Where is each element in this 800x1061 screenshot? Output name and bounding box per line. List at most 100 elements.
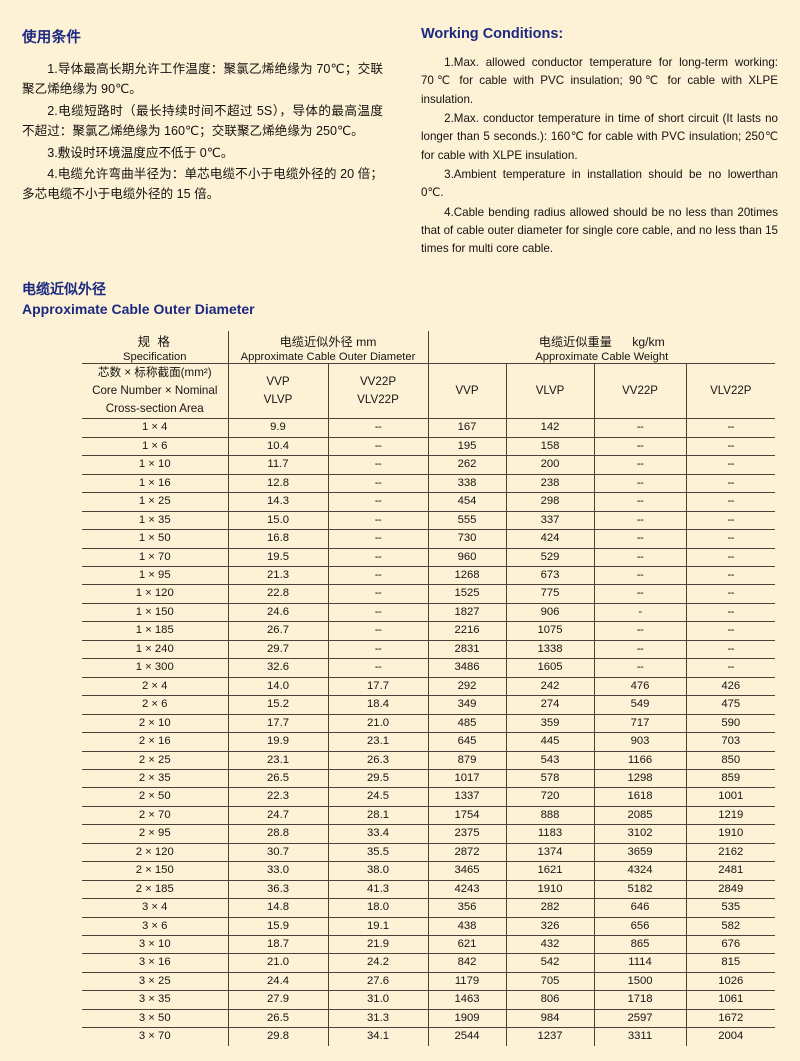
table-cell-value: 1183	[506, 824, 595, 844]
table-cell-value: 24.5	[328, 787, 429, 807]
sub-header-diameter-vv22p-line1: VV22P	[359, 375, 397, 389]
table-cell-specification: 1 × 35	[82, 511, 229, 531]
table-cell-value: 31.0	[328, 990, 429, 1010]
table-cell-value: 1075	[506, 621, 595, 641]
table-row: 1 × 150 24.6 -- 1827 906- --	[82, 603, 776, 623]
condition-item-en-4: 4.Cable bending radius allowed should be…	[420, 205, 778, 256]
table-cell-value: 35.5	[328, 843, 429, 863]
table-cell-value: 1754	[428, 806, 507, 826]
table-cell-value: 9.9	[228, 418, 329, 438]
table-cell-value: 2849	[686, 880, 776, 900]
table-cell-value: --	[686, 603, 776, 623]
table-cell-value: 2831	[428, 640, 507, 660]
table-cell-value: 673	[506, 566, 595, 586]
table-cell-value: 888	[506, 806, 595, 826]
table-cell-value: 3659	[594, 843, 687, 863]
sub-header-spec-en-line1: Core Number × Nominal	[92, 384, 218, 398]
table-cell-specification: 1 × 150	[82, 603, 229, 623]
group-header-weight-label: 电缆近似重量	[538, 334, 612, 349]
table-cell-value: 29.5	[328, 769, 429, 789]
table-cell-value: --	[328, 658, 429, 678]
table-cell-value: 32.6	[228, 658, 329, 678]
table-cell-value: --	[328, 548, 429, 567]
table-cell-value: 906	[506, 603, 595, 623]
table-cell-value: 1114	[594, 953, 687, 973]
table-body: 1 × 4 9.9 -- 167 142 -- -- 1 × 6 10.4 -- 195 158 -- -…	[82, 418, 776, 1046]
table-cell-value: 549	[594, 695, 687, 715]
sub-header-diameter-vvp-line2: VLVP	[263, 393, 293, 407]
table-cell-specification: 3 × 6	[82, 917, 229, 937]
table-cell-value: 18.4	[328, 695, 429, 715]
table-row: 2 × 120 30.7 35.5 2872 1374 3659 2162	[82, 843, 776, 863]
table-row: 3 × 10 18.7 21.9 621 432 865 676	[82, 935, 776, 955]
table-cell-value: 22.8	[228, 584, 329, 604]
condition-item-en-3: 3.Ambient temperature in installation sh…	[420, 167, 778, 200]
table-cell-specification: 3 × 4	[82, 898, 229, 918]
table-row: 2 × 185 36.3 41.3 4243 1910 5182 2849	[82, 880, 776, 900]
table-cell-value: 200	[506, 455, 595, 475]
table-row: 1 × 4 9.9 -- 167 142 -- --	[82, 418, 776, 438]
table-cell-value: 645	[428, 732, 507, 752]
table-cell-value: 984	[506, 1009, 595, 1029]
table-cell-value: 1827	[428, 603, 507, 623]
table-row: 1 × 35 15.0 -- 555 337 -- --	[82, 511, 776, 531]
table-cell-specification: 2 × 10	[82, 714, 229, 734]
table-cell-value: 1166	[594, 751, 687, 770]
table-cell-value: 646	[594, 898, 687, 918]
table-cell-specification: 2 × 35	[82, 769, 229, 789]
table-cell-value: 720	[506, 787, 595, 807]
table-cell-value: 326	[506, 917, 595, 937]
table-cell-value: 29.8	[228, 1027, 329, 1046]
table-cell-value: 1463	[428, 990, 507, 1010]
table-cell-value: 36.3	[228, 880, 329, 900]
table-cell-value: 476	[594, 677, 687, 697]
condition-item-cn-3: 3.敷设时环境温度应不低于 0℃。	[47, 145, 234, 160]
table-cell-value: --	[594, 492, 687, 512]
table-row: 1 × 185 26.7 -- 2216 1075 -- --	[82, 621, 776, 641]
table-cell-value: 656	[594, 917, 687, 937]
table-cell-value: 1338	[506, 640, 595, 660]
table-cell-value: 1268	[428, 566, 507, 586]
table-cell-value: --	[328, 603, 429, 623]
table-cell-value: --	[686, 437, 776, 457]
table-cell-value: 38.0	[328, 861, 429, 881]
sub-header-diameter-vvp-line1: VVP	[266, 375, 290, 389]
table-cell-value: 22.3	[228, 787, 329, 807]
table-cell-value: 3465	[428, 861, 507, 881]
table-cell-value: --	[686, 566, 776, 586]
table-cell-value: --	[328, 437, 429, 457]
condition-item-en-2: 2.Max. conductor temperature in time of …	[420, 111, 778, 162]
table-cell-specification: 2 × 4	[82, 677, 229, 697]
table-cell-value: 1017	[428, 769, 507, 789]
table-row: 1 × 70 19.5 -- 960 529 -- --	[82, 548, 776, 567]
condition-item-en-1: 1.Max. allowed conductor temperature for…	[420, 56, 778, 106]
table-cell-value: 1909	[428, 1009, 507, 1029]
working-conditions-section: 使用条件 1.导体最高长期允许工作温度：聚氯乙烯绝缘为 70℃；交联聚乙烯绝缘为…	[0, 0, 800, 259]
sub-header-weight-vlv22p: VLV22P	[686, 363, 776, 420]
table-row: 2 × 35 26.5 29.5 1017 578 1298 859	[82, 769, 776, 789]
table-cell-value: 23.1	[228, 751, 329, 770]
table-cell-value: 17.7	[228, 714, 329, 734]
table-cell-specification: 3 × 50	[82, 1009, 229, 1029]
sub-header-weight-vvp: VVP	[428, 363, 507, 420]
sub-header-weight-vv22p: VV22P	[594, 363, 687, 420]
table-cell-value: --	[328, 474, 429, 494]
table-section-title: 电缆近似外径 Approximate Cable Outer Diameter	[0, 259, 800, 317]
table-cell-value: 1718	[594, 990, 687, 1010]
table-cell-value: 33.0	[228, 861, 329, 881]
table-cell-value: --	[686, 492, 776, 512]
table-cell-value: 19.1	[328, 917, 429, 937]
table-cell-value: 11.7	[228, 455, 329, 475]
table-cell-value: 555	[428, 511, 507, 531]
table-cell-value: 1910	[686, 824, 776, 844]
table-cell-value: 262	[428, 455, 507, 475]
table-cell-value: --	[686, 548, 776, 567]
table-cell-value: 426	[686, 677, 776, 697]
table-row: 1 × 240 29.7 -- 2831 1338 -- --	[82, 640, 776, 660]
table-cell-value: 26.5	[228, 1009, 329, 1029]
table-cell-value: --	[594, 455, 687, 475]
table-cell-value: --	[594, 640, 687, 660]
table-sub-header-row: 芯数 × 标称截面(mm²) Core Number × Nominal Cro…	[82, 363, 776, 420]
table-cell-value: 4243	[428, 880, 507, 900]
table-row: 2 × 150 33.0 38.0 3465 1621 4324 2481	[82, 861, 776, 881]
